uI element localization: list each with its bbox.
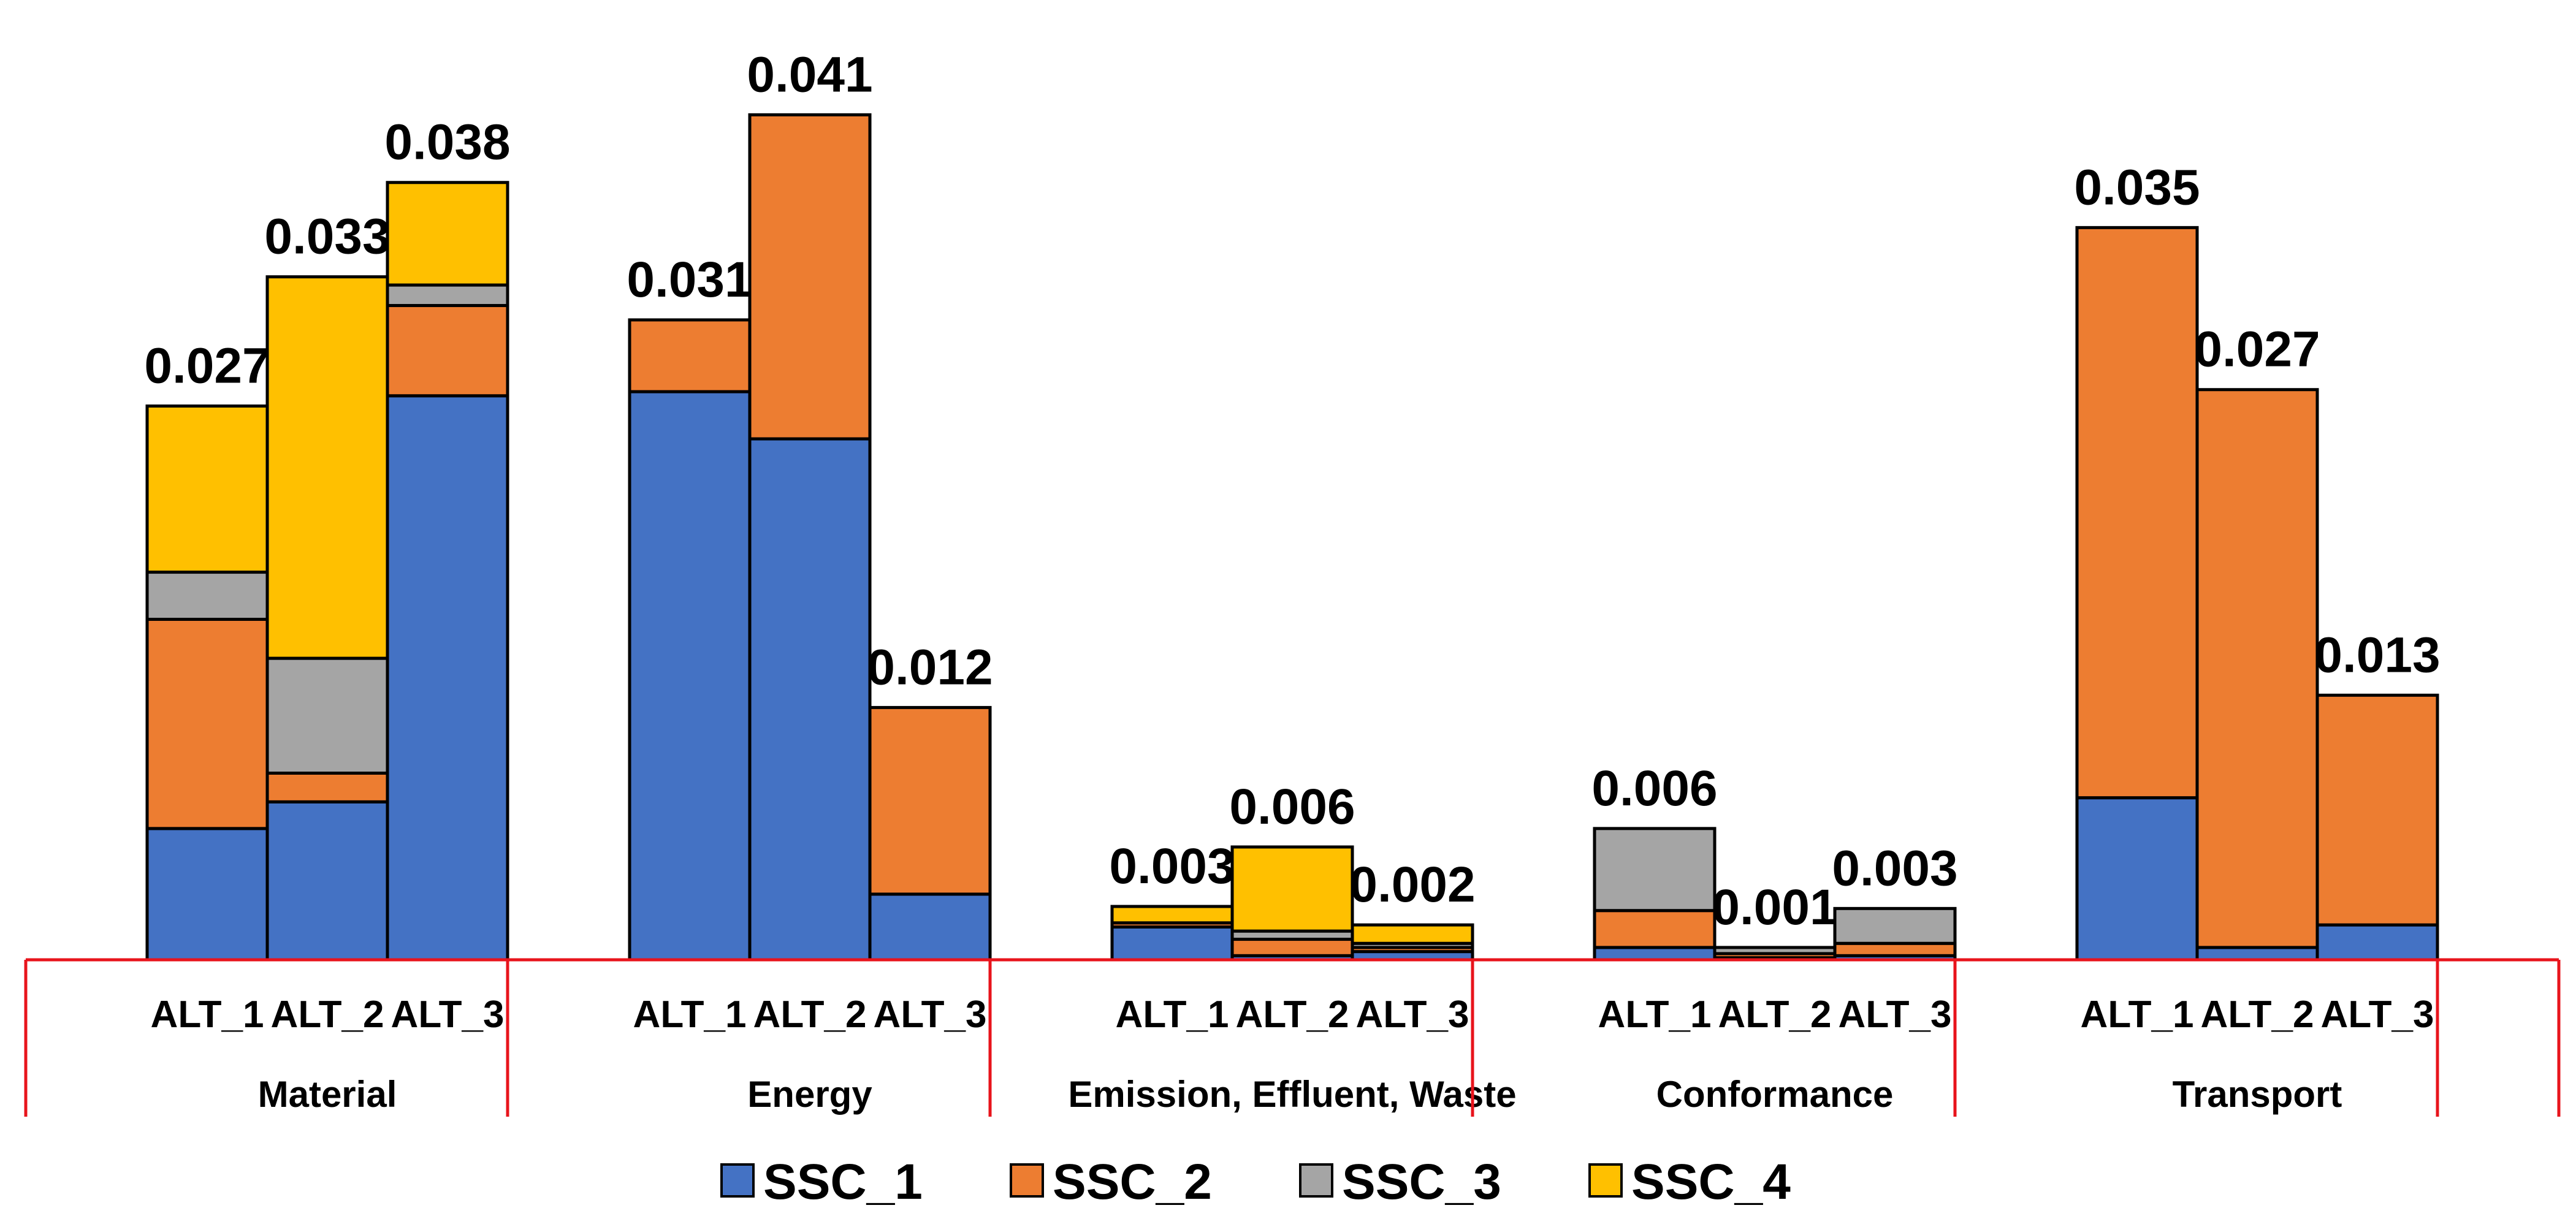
bar-segment-material-alt-2-ssc-4 xyxy=(265,275,389,660)
group-label-energy: Energy xyxy=(747,1074,872,1115)
bar-segment-transport-alt-3-ssc-1 xyxy=(2315,923,2439,962)
total-label-emission-effluent-waste-alt-2: 0.006 xyxy=(1229,779,1355,835)
alt-label-transport-alt-2: ALT_2 xyxy=(2201,993,2314,1036)
bar-segment-transport-alt-1-ssc-1 xyxy=(2075,796,2199,962)
total-label-conformance-alt-1: 0.006 xyxy=(1591,761,1717,816)
bar-segment-transport-alt-3-ssc-2 xyxy=(2315,693,2439,927)
bar-segment-material-alt-2-ssc-3 xyxy=(265,656,389,775)
total-label-material-alt-3: 0.038 xyxy=(384,115,510,170)
alt-label-conformance-alt-2: ALT_2 xyxy=(1718,993,1832,1036)
bar-segment-emission-effluent-waste-alt-3-ssc-4 xyxy=(1351,923,1474,945)
bar-segment-conformance-alt-3-ssc-2 xyxy=(1833,941,1957,957)
total-label-energy-alt-2: 0.041 xyxy=(747,47,872,102)
bar-segment-material-alt-1-ssc-1 xyxy=(145,827,269,962)
alt-label-transport-alt-1: ALT_1 xyxy=(2081,993,2194,1036)
alt-label-material-alt-2: ALT_2 xyxy=(271,993,384,1036)
total-label-transport-alt-3: 0.013 xyxy=(2314,627,2440,683)
bar-segment-material-alt-3-ssc-3 xyxy=(386,283,509,308)
legend-swatch-ssc-2 xyxy=(1010,1163,1044,1198)
legend-label-ssc-3: SSC_3 xyxy=(1342,1154,1501,1210)
bar-segment-emission-effluent-waste-alt-2-ssc-4 xyxy=(1230,845,1354,933)
legend-label-ssc-1: SSC_1 xyxy=(763,1154,923,1210)
legend-swatch-ssc-3 xyxy=(1299,1163,1333,1198)
group-label-emission-effluent-waste: Emission, Effluent, Waste xyxy=(1068,1074,1516,1115)
bar-segment-material-alt-1-ssc-2 xyxy=(145,618,269,830)
alt-label-energy-alt-1: ALT_1 xyxy=(633,993,747,1036)
legend-swatch-ssc-4 xyxy=(1588,1163,1623,1198)
bar-segment-material-alt-2-ssc-1 xyxy=(265,800,389,962)
total-label-material-alt-2: 0.033 xyxy=(264,209,390,265)
bar-segment-energy-alt-3-ssc-2 xyxy=(868,705,992,896)
bar-segment-material-alt-2-ssc-2 xyxy=(265,771,389,803)
total-label-material-alt-1: 0.027 xyxy=(144,338,270,393)
bar-segment-conformance-alt-2-ssc-3 xyxy=(1713,946,1837,955)
total-label-transport-alt-1: 0.035 xyxy=(2074,159,2200,215)
legend-label-ssc-4: SSC_4 xyxy=(1631,1154,1791,1210)
bar-segment-energy-alt-3-ssc-1 xyxy=(868,892,992,962)
bar-segment-emission-effluent-waste-alt-1-ssc-4 xyxy=(1110,905,1234,925)
bar-segment-material-alt-3-ssc-4 xyxy=(386,181,509,287)
bar-segment-transport-alt-2-ssc-1 xyxy=(2195,946,2319,962)
alt-label-material-alt-3: ALT_3 xyxy=(391,993,505,1036)
total-label-transport-alt-2: 0.027 xyxy=(2194,322,2320,378)
bar-segment-material-alt-3-ssc-2 xyxy=(386,304,509,398)
total-label-energy-alt-3: 0.012 xyxy=(867,639,993,695)
bar-segment-conformance-alt-1-ssc-2 xyxy=(1593,909,1717,949)
alt-label-energy-alt-2: ALT_2 xyxy=(753,993,867,1036)
bar-segment-energy-alt-2-ssc-1 xyxy=(748,437,872,962)
bar-segment-conformance-alt-3-ssc-3 xyxy=(1833,906,1957,945)
alt-label-emission-effluent-waste-alt-3: ALT_3 xyxy=(1356,993,1469,1036)
total-label-conformance-alt-2: 0.001 xyxy=(1712,879,1837,935)
alt-label-emission-effluent-waste-alt-2: ALT_2 xyxy=(1236,993,1349,1036)
alt-label-conformance-alt-1: ALT_1 xyxy=(1598,993,1712,1036)
bar-segment-conformance-alt-1-ssc-3 xyxy=(1593,827,1717,913)
alt-label-transport-alt-3: ALT_3 xyxy=(2321,993,2434,1036)
bar-segment-material-alt-1-ssc-4 xyxy=(145,404,269,574)
total-label-emission-effluent-waste-alt-3: 0.002 xyxy=(1349,857,1475,913)
group-material: 0.027 ALT_1 0.033 ALT_2 0.038 ALT_3 Material xyxy=(144,115,510,1115)
legend: SSC_1 SSC_2 SSC_3 SSC_4 xyxy=(720,1154,1791,1210)
bar-segment-emission-effluent-waste-alt-2-ssc-2 xyxy=(1230,938,1354,957)
plot-area: 0.027ALT_10.033ALT_20.038ALT_3Material0.… xyxy=(144,47,2440,1115)
alt-label-material-alt-1: ALT_1 xyxy=(151,993,264,1036)
bar-segment-transport-alt-1-ssc-2 xyxy=(2075,226,2199,800)
total-label-energy-alt-1: 0.031 xyxy=(627,252,752,308)
bar-segment-energy-alt-2-ssc-2 xyxy=(748,113,872,441)
bar-segment-conformance-alt-1-ssc-1 xyxy=(1593,946,1717,962)
total-label-conformance-alt-3: 0.003 xyxy=(1832,840,1957,896)
bar-segment-material-alt-3-ssc-1 xyxy=(386,394,509,962)
bar-segment-material-alt-1-ssc-3 xyxy=(145,571,269,621)
alt-label-conformance-alt-3: ALT_3 xyxy=(1839,993,1952,1036)
legend-label-ssc-2: SSC_2 xyxy=(1053,1154,1212,1210)
group-transport: 0.035 ALT_1 0.027 ALT_2 0.013 ALT_3 Transport xyxy=(2074,159,2440,1115)
group-label-material: Material xyxy=(258,1074,397,1115)
bar-segment-energy-alt-1-ssc-2 xyxy=(628,318,752,393)
bar-segment-transport-alt-2-ssc-2 xyxy=(2195,388,2319,949)
group-label-conformance: Conformance xyxy=(1656,1074,1894,1115)
group-emission-effluent-waste: 0.003 ALT_1 0.006 ALT_2 0.002 ALT_3 Emission, … xyxy=(1068,779,1516,1115)
bar-segment-emission-effluent-waste-alt-1-ssc-1 xyxy=(1110,925,1234,962)
bar-segment-energy-alt-1-ssc-1 xyxy=(628,390,752,962)
alt-label-energy-alt-3: ALT_3 xyxy=(874,993,987,1036)
total-label-emission-effluent-waste-alt-1: 0.003 xyxy=(1109,838,1235,894)
group-label-transport: Transport xyxy=(2173,1074,2342,1115)
legend-swatch-ssc-1 xyxy=(720,1163,755,1198)
alt-label-emission-effluent-waste-alt-1: ALT_1 xyxy=(1116,993,1229,1036)
group-conformance: 0.006 ALT_1 0.001 ALT_2 0.003 ALT_3 Conformanc… xyxy=(1591,761,1957,1115)
